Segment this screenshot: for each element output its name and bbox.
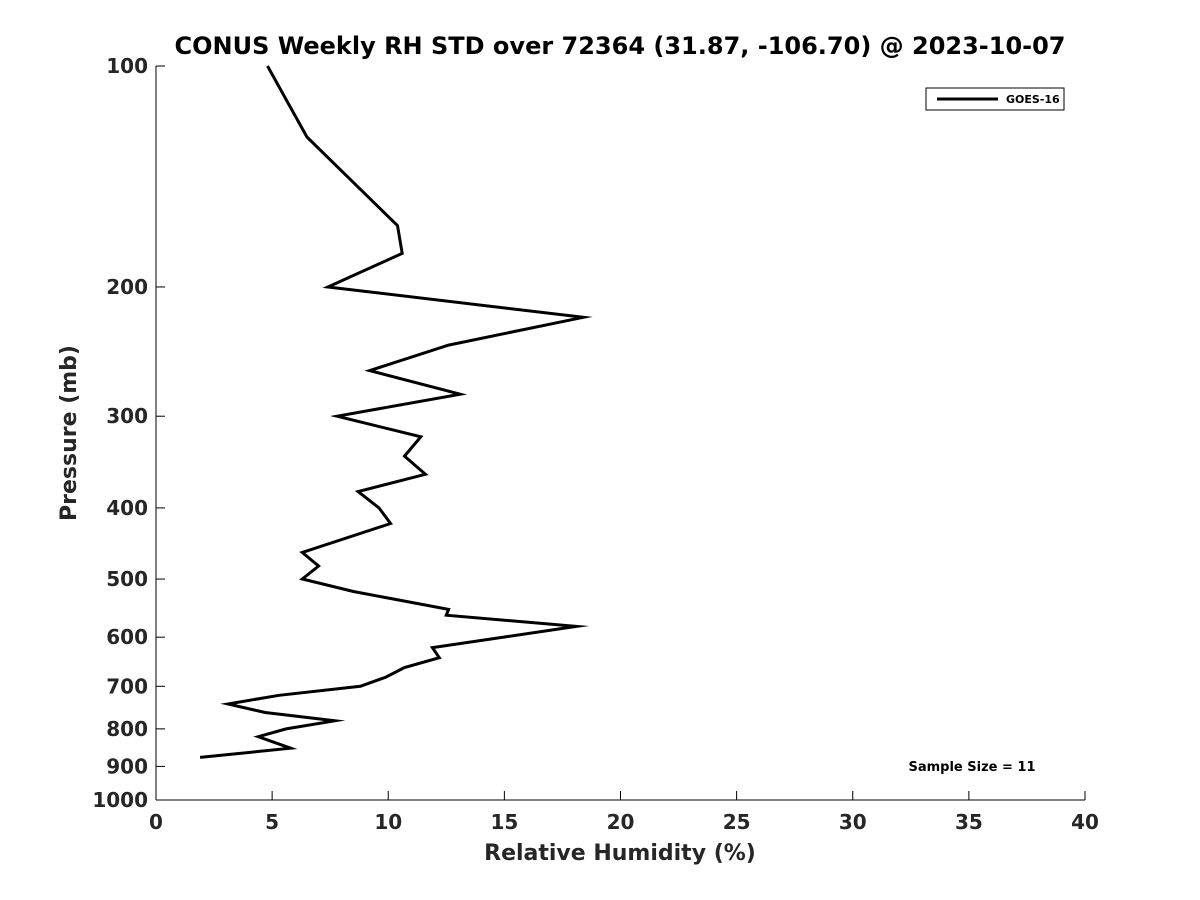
y-tick-label: 800 [106, 717, 148, 741]
x-ticks: 0 5 10 15 20 25 30 35 40 [149, 791, 1099, 834]
series-layer [199, 65, 593, 759]
x-tick-label: 25 [723, 810, 751, 834]
x-tick-label: 0 [149, 810, 163, 834]
sample-size-annotation: Sample Size = 11 [908, 760, 1035, 775]
y-tick-label: 400 [106, 496, 148, 520]
legend: GOES-16 [925, 87, 1065, 111]
series-line-goes-16 [199, 65, 593, 759]
y-tick-label: 500 [106, 567, 148, 591]
y-tick-label: 100 [106, 54, 148, 78]
x-tick-label: 40 [1071, 810, 1099, 834]
y-tick-label: 600 [106, 625, 148, 649]
x-tick-label: 10 [374, 810, 402, 834]
y-axis-label: Pressure (mb) [57, 345, 82, 521]
y-tick-label: 300 [106, 404, 148, 428]
y-tick-label: 700 [106, 674, 148, 698]
x-tick-label: 35 [955, 810, 983, 834]
plot-frame [155, 66, 1085, 801]
y-tick-label: 200 [106, 275, 148, 299]
chart-title: CONUS Weekly RH STD over 72364 (31.87, -… [174, 32, 1065, 60]
x-tick-label: 15 [490, 810, 518, 834]
y-ticks: 100 200 300 400 500 600 700 800 900 1000 [92, 54, 165, 812]
legend-label: GOES-16 [1006, 93, 1060, 106]
x-tick-label: 5 [265, 810, 279, 834]
x-axis-label: Relative Humidity (%) [484, 841, 756, 866]
y-tick-label: 900 [106, 754, 148, 778]
y-tick-label: 1000 [92, 788, 148, 812]
x-tick-label: 20 [607, 810, 635, 834]
x-tick-label: 30 [839, 810, 867, 834]
